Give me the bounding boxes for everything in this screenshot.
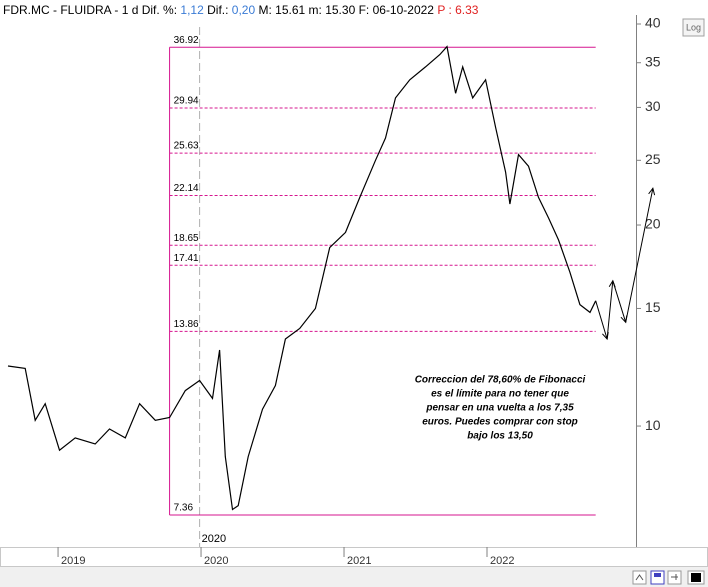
- y-tick-label: 25: [645, 151, 661, 167]
- y-tick-label: 35: [645, 53, 661, 69]
- annotation: pensar en una vuelta a los 7,35: [425, 403, 574, 414]
- header-part: F: 06-10-2022: [359, 3, 435, 17]
- fib-label: 29.94: [174, 96, 199, 107]
- annotation: euros. Puedes comprar con stop: [422, 417, 578, 428]
- toolbar: [0, 567, 708, 587]
- y-tick-label: 40: [645, 15, 661, 31]
- x-tick-label: 2019: [61, 555, 85, 567]
- marker-label: 2020: [202, 533, 226, 545]
- projection-arrowhead: [620, 315, 628, 324]
- y-tick-label: 15: [645, 299, 661, 315]
- header-background: [0, 2, 484, 20]
- header-part: m: 15.30: [309, 3, 356, 17]
- annotation: es el límite para no tener que: [431, 389, 569, 400]
- y-tick-label: 30: [645, 98, 661, 114]
- log-button[interactable]: [682, 18, 705, 37]
- projection-arrowhead: [602, 332, 609, 341]
- header: FDR.MC - FLUIDRA - 1 d Dif. %: 1,12 Dif.…: [3, 3, 479, 17]
- fib-label: 17.41: [174, 253, 199, 264]
- fib-label: 25.63: [174, 141, 199, 152]
- x-tick-label: 2021: [347, 555, 371, 567]
- fib-label: 36.92: [174, 35, 199, 46]
- projection-arrowhead: [648, 187, 656, 196]
- toolbar-button[interactable]: [632, 570, 647, 585]
- header-part: FDR.MC - FLUIDRA -: [3, 3, 118, 17]
- pin-icon: [671, 574, 678, 580]
- header-part: Dif. %:: [142, 3, 177, 17]
- header-part: 1,12: [180, 3, 204, 17]
- fib-label: 22.14: [174, 183, 199, 194]
- header-part: M: 15.61: [259, 3, 306, 17]
- y-tick-label: 10: [645, 417, 661, 433]
- save-button[interactable]: [650, 570, 665, 585]
- header-part: 1 d: [122, 3, 139, 17]
- fib-label: 7.36: [174, 503, 194, 514]
- header-part: Dif.:: [207, 3, 228, 17]
- save-icon: [654, 573, 661, 577]
- log-button-label[interactable]: Log: [686, 22, 701, 32]
- header-part: 0,20: [232, 3, 256, 17]
- color-swatch: [691, 573, 701, 582]
- annotation: Correccion del 78,60% de Fibonacci: [415, 375, 586, 386]
- annotation: bajo los 13,50: [467, 431, 533, 442]
- price-line: [7, 45, 597, 511]
- fib-label: 13.86: [174, 319, 199, 330]
- projection-arrowhead: [608, 279, 616, 288]
- fib-label: 18.65: [174, 233, 199, 244]
- x-tick-label: 2022: [490, 555, 514, 567]
- header-part: P : 6.33: [437, 3, 478, 17]
- y-tick-label: 20: [645, 216, 661, 232]
- toolbar-icon: [635, 574, 644, 581]
- x-tick-label: 2020: [204, 555, 228, 567]
